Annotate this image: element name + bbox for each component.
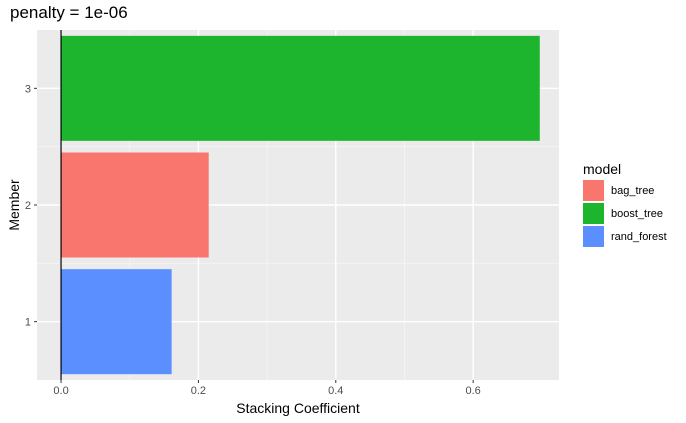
x-tick-label: 0.0 (53, 385, 68, 397)
legend-swatch-boost_tree (583, 203, 604, 224)
chart-title: penalty = 1e-06 (10, 3, 128, 22)
legend-label-boost_tree: boost_tree (611, 208, 663, 220)
x-axis-ticks: 0.0 0.2 0.4 0.6 (53, 380, 481, 397)
x-tick-label: 0.6 (465, 385, 480, 397)
x-tick-label: 0.4 (328, 385, 343, 397)
bar-member-3 (61, 35, 540, 141)
x-tick-label: 0.2 (191, 385, 206, 397)
legend-entries: bag_tree boost_tree rand_forest (583, 180, 667, 247)
bar-member-2 (61, 152, 209, 258)
legend-swatch-rand_forest (583, 226, 604, 247)
legend-label-rand_forest: rand_forest (611, 231, 667, 243)
y-axis-title: Member (6, 179, 22, 231)
x-axis-title: Stacking Coefficient (236, 400, 360, 416)
y-tick-label: 2 (25, 200, 31, 212)
legend-swatch-bag_tree (583, 180, 604, 201)
legend: model bag_tree boost_tree rand_forest (583, 161, 667, 247)
y-tick-label: 3 (25, 83, 31, 95)
y-axis-ticks: 1 2 3 (25, 83, 37, 329)
bar-member-1 (61, 269, 172, 375)
legend-label-bag_tree: bag_tree (611, 185, 654, 197)
bars-group (61, 35, 540, 375)
legend-title: model (583, 161, 621, 177)
y-tick-label: 1 (25, 317, 31, 329)
